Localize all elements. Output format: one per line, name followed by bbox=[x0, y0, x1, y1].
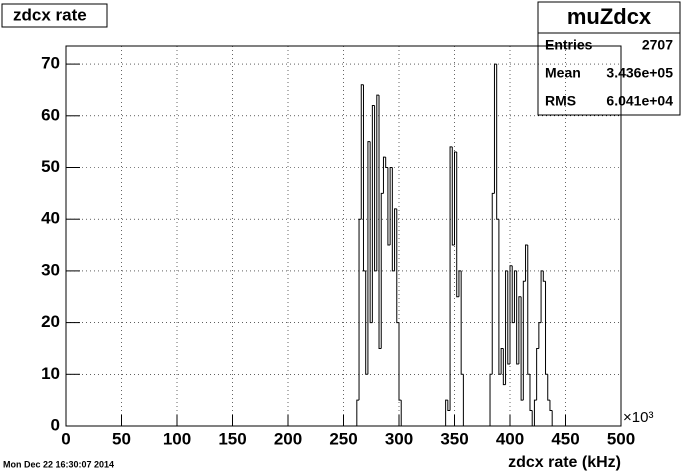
histogram-bin bbox=[549, 400, 553, 411]
histogram-bin bbox=[500, 347, 504, 375]
histogram-bin bbox=[551, 410, 555, 427]
histogram-bin bbox=[382, 156, 386, 194]
histogram-bin bbox=[385, 157, 388, 168]
x-tick-label: 200 bbox=[274, 429, 302, 448]
histogram-bin bbox=[505, 270, 508, 385]
plot-frame bbox=[65, 45, 622, 427]
stats-label: RMS bbox=[545, 93, 576, 109]
y-tick-label: 10 bbox=[41, 364, 60, 383]
histogram-bin bbox=[491, 192, 495, 375]
histogram-bin bbox=[489, 373, 493, 426]
histogram-bin bbox=[518, 296, 522, 364]
stats-title: muZdcx bbox=[567, 4, 652, 29]
x-tick-label: 300 bbox=[385, 429, 413, 448]
histogram-bin bbox=[394, 208, 397, 271]
histogram-bin bbox=[502, 348, 506, 386]
histogram-bin bbox=[356, 399, 360, 426]
histogram-bin bbox=[529, 374, 533, 411]
histogram-bin bbox=[540, 270, 544, 323]
histogram-bin bbox=[360, 84, 364, 220]
histogram-bin bbox=[536, 347, 539, 401]
histogram-bin bbox=[365, 270, 368, 375]
histogram-bin bbox=[507, 270, 510, 365]
histogram-bin bbox=[462, 374, 466, 427]
histogram-bin bbox=[376, 94, 380, 271]
histogram-bin bbox=[538, 322, 542, 349]
histogram-bin bbox=[447, 400, 451, 411]
x-tick-label: 50 bbox=[112, 429, 131, 448]
histogram-bin bbox=[513, 270, 517, 323]
stats-box bbox=[537, 1, 681, 116]
histogram-bin bbox=[369, 141, 373, 324]
histogram-bin bbox=[493, 63, 497, 194]
y-tick-label: 30 bbox=[41, 260, 60, 279]
histogram-bin bbox=[362, 84, 366, 272]
histogram-bin bbox=[387, 167, 391, 246]
histogram-bin bbox=[358, 218, 362, 401]
title-box bbox=[1, 3, 108, 28]
x-tick-label: 150 bbox=[218, 429, 246, 448]
histogram-bin bbox=[522, 280, 526, 401]
stats-value: 2707 bbox=[642, 37, 673, 53]
x-tick-label: 100 bbox=[163, 429, 191, 448]
y-tick-label: 20 bbox=[41, 312, 60, 331]
stats-label: Mean bbox=[545, 65, 581, 81]
histogram-bin bbox=[525, 244, 528, 282]
histogram-bin bbox=[380, 192, 384, 349]
histogram-bin bbox=[391, 167, 395, 272]
y-tick-label: 70 bbox=[41, 54, 60, 73]
x-tick-label: 350 bbox=[440, 429, 468, 448]
histogram-bin bbox=[520, 296, 524, 401]
histogram-bin bbox=[451, 146, 455, 246]
histogram-bin bbox=[527, 245, 530, 375]
histogram-bin bbox=[511, 265, 515, 324]
histogram-bin bbox=[516, 270, 519, 365]
histogram-bin bbox=[509, 265, 513, 364]
x-axis-label: zdcx rate (kHz) bbox=[508, 454, 621, 471]
histogram-bin bbox=[371, 104, 375, 323]
x-tick-label: 0 bbox=[61, 429, 70, 448]
histogram-bin bbox=[531, 410, 535, 427]
stats-label: Entries bbox=[545, 37, 593, 53]
y-tick-label: 60 bbox=[41, 105, 60, 124]
histogram-bin bbox=[498, 219, 502, 375]
y-tick-label: 0 bbox=[51, 415, 60, 434]
histogram-bin bbox=[389, 166, 393, 246]
histogram-bin bbox=[547, 374, 550, 401]
histogram-bin bbox=[367, 141, 371, 375]
histogram-bin bbox=[445, 399, 448, 426]
histogram-bin bbox=[449, 146, 453, 411]
histogram-bin bbox=[542, 270, 546, 282]
stats-value: 6.041e+04 bbox=[606, 93, 673, 109]
histogram-bin bbox=[396, 208, 399, 324]
histogram-bin bbox=[378, 95, 382, 349]
histogram-bin bbox=[398, 322, 402, 401]
y-tick-label: 50 bbox=[41, 157, 60, 176]
histogram-bin bbox=[374, 105, 377, 272]
histogram-bin bbox=[456, 151, 459, 298]
histogram-bin bbox=[460, 270, 464, 375]
y-tick-label: 40 bbox=[41, 209, 60, 228]
histogram-bin bbox=[545, 281, 548, 375]
timestamp: Mon Dec 22 16:30:07 2014 bbox=[3, 459, 114, 469]
chart-title: zdcx rate bbox=[13, 5, 87, 24]
histogram-bin bbox=[400, 400, 404, 427]
histogram-bin bbox=[458, 270, 462, 297]
x-tick-label: 450 bbox=[551, 429, 579, 448]
x-tick-label: 250 bbox=[329, 429, 357, 448]
histogram-bin bbox=[454, 151, 457, 246]
x-tick-label: 500 bbox=[607, 429, 635, 448]
x-multiplier: ×10³ bbox=[623, 409, 653, 426]
histogram-bin bbox=[496, 64, 499, 220]
histogram-bin bbox=[533, 399, 537, 426]
x-tick-label: 400 bbox=[496, 429, 524, 448]
stats-value: 3.436e+05 bbox=[606, 65, 673, 81]
